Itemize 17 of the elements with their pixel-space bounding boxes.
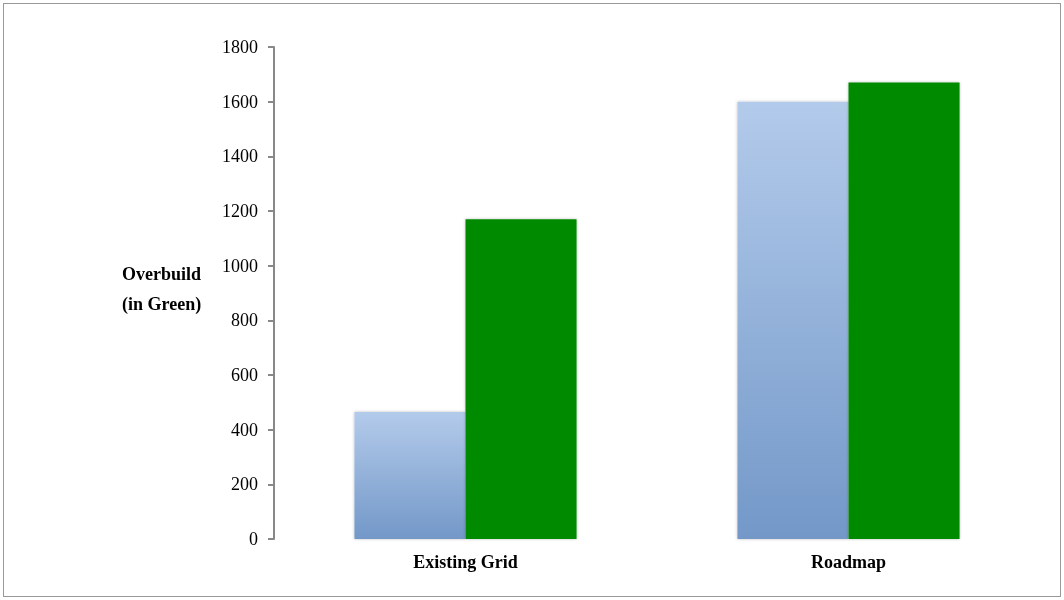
y-tick-label: 800 bbox=[231, 310, 258, 331]
y-tick-label: 1600 bbox=[222, 91, 258, 112]
bar bbox=[737, 101, 849, 539]
y-tick-label: 1400 bbox=[222, 146, 258, 167]
y-axis-title: Overbuild (in Green) bbox=[122, 264, 206, 315]
bar bbox=[354, 411, 466, 539]
x-tick-label: Roadmap bbox=[810, 552, 887, 572]
bar bbox=[848, 82, 960, 539]
y-tick-label: 1000 bbox=[222, 255, 258, 276]
y-tick-label: 1800 bbox=[222, 37, 258, 57]
y-tick-label: 400 bbox=[231, 419, 258, 440]
bar bbox=[465, 219, 577, 539]
y-tick-label: 1200 bbox=[222, 201, 258, 221]
y-tick-label: 0 bbox=[249, 529, 258, 549]
y-tick-label: 600 bbox=[231, 365, 258, 385]
x-tick-label: Existing Grid bbox=[413, 552, 518, 572]
y-tick-label: 200 bbox=[231, 474, 258, 495]
